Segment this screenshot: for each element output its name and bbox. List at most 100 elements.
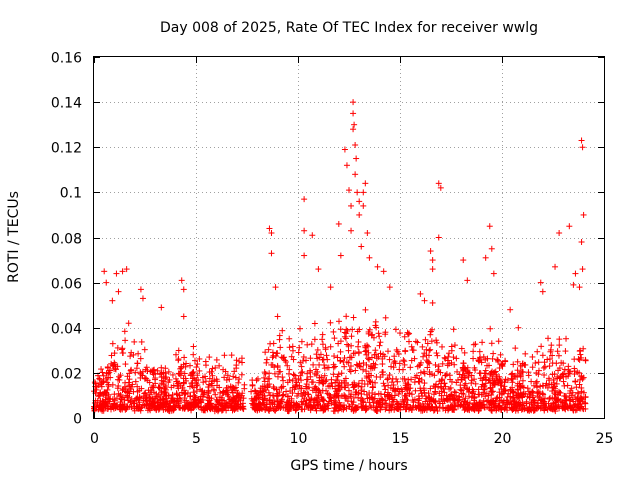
cloud-point	[109, 340, 116, 347]
cloud-point	[149, 384, 156, 391]
data-point	[464, 277, 471, 284]
cloud-point	[388, 363, 395, 370]
cloud-point	[297, 372, 304, 379]
data-point	[352, 171, 359, 178]
cloud-point	[316, 361, 323, 368]
cloud-point	[265, 407, 272, 414]
data-point	[327, 284, 334, 291]
cloud-point	[262, 349, 269, 356]
cloud-point	[197, 403, 204, 410]
data-point	[435, 180, 442, 187]
cloud-point	[183, 360, 190, 367]
cloud-point	[343, 359, 350, 366]
data-point	[103, 279, 110, 286]
cloud-point	[130, 351, 137, 358]
cloud-point	[355, 349, 362, 356]
cloud-point	[470, 348, 477, 355]
cloud-point	[554, 348, 561, 355]
cloud-point	[181, 370, 188, 377]
cloud-point	[212, 391, 219, 398]
cloud-point	[341, 355, 348, 362]
cloud-point	[475, 386, 482, 393]
cloud-point	[286, 344, 293, 351]
cloud-point	[417, 387, 424, 394]
cloud-point	[104, 363, 111, 370]
cloud-point	[470, 355, 477, 362]
cloud-point	[358, 383, 365, 390]
cloud-point	[433, 337, 440, 344]
data-point	[366, 254, 373, 261]
data-point	[101, 268, 108, 275]
cloud-point	[196, 367, 203, 374]
cloud-point	[399, 366, 406, 373]
data-point	[578, 137, 585, 144]
cloud-point	[373, 351, 380, 358]
data-point	[435, 234, 442, 241]
data-point	[335, 220, 342, 227]
data-point	[360, 189, 367, 196]
data-point	[352, 141, 359, 148]
cloud-point	[470, 341, 477, 348]
cloud-point	[285, 408, 292, 415]
cloud-point	[131, 338, 138, 345]
cloud-point	[582, 356, 589, 363]
cloud-point	[261, 378, 268, 385]
cloud-point	[355, 383, 362, 390]
cloud-point	[181, 354, 188, 361]
cloud-point	[556, 375, 563, 382]
data-point	[427, 248, 434, 255]
cloud-point	[295, 349, 302, 356]
cloud-point	[335, 318, 342, 325]
cloud-point	[299, 357, 306, 364]
cloud-point	[289, 343, 296, 350]
cloud-point	[276, 336, 283, 343]
data-point	[301, 252, 308, 259]
data-point	[539, 288, 546, 295]
cloud-point	[542, 363, 549, 370]
cloud-point	[165, 368, 172, 375]
cloud-point	[572, 407, 579, 414]
cloud-point	[334, 354, 341, 361]
cloud-point	[549, 352, 556, 359]
cloud-point	[365, 349, 372, 356]
cloud-point	[98, 366, 105, 373]
data-point	[301, 227, 308, 234]
cloud-point	[357, 363, 364, 370]
data-point	[507, 306, 514, 313]
cloud-point	[269, 349, 276, 356]
cloud-point	[338, 370, 345, 377]
x-tick-label: 25	[596, 431, 614, 447]
cloud-point	[553, 360, 560, 367]
cloud-point	[121, 328, 128, 335]
data-point	[421, 297, 428, 304]
data-point	[123, 266, 130, 273]
data-point	[137, 286, 144, 293]
data-point	[158, 304, 165, 311]
cloud-point	[304, 341, 311, 348]
data-point	[429, 257, 436, 264]
cloud-point	[132, 369, 139, 376]
cloud-point	[479, 339, 486, 346]
cloud-point	[546, 363, 553, 370]
cloud-point	[186, 362, 193, 369]
cloud-point	[540, 364, 547, 371]
data-point	[578, 239, 585, 246]
x-tick-label: 15	[392, 431, 410, 447]
cloud-point	[286, 335, 293, 342]
cloud-point	[463, 385, 470, 392]
cloud-point	[230, 373, 237, 380]
cloud-point	[396, 330, 403, 337]
data-point	[354, 189, 361, 196]
cloud-point	[323, 352, 330, 359]
cloud-point	[335, 340, 342, 347]
cloud-point	[271, 364, 278, 371]
cloud-point	[272, 353, 279, 360]
cloud-point	[405, 338, 412, 345]
cloud-point	[319, 331, 326, 338]
cloud-point	[406, 330, 413, 337]
cloud-point	[343, 313, 350, 320]
cloud-point	[524, 385, 531, 392]
cloud-point	[303, 357, 310, 364]
cloud-point	[239, 359, 246, 366]
data-point	[125, 320, 132, 327]
